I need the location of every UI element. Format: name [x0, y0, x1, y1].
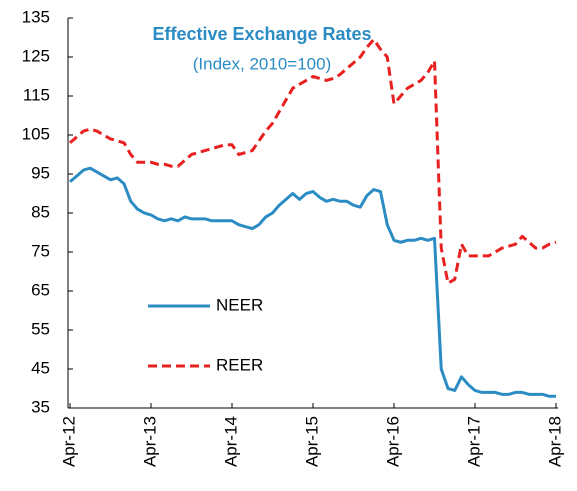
- y-tick-label: 115: [23, 85, 50, 104]
- x-tick-label: Apr-15: [302, 416, 321, 467]
- x-tick-label: Apr-12: [59, 416, 78, 467]
- legend-label: REER: [216, 355, 263, 374]
- y-tick-label: 105: [22, 124, 50, 143]
- x-tick-label: Apr-13: [140, 416, 159, 467]
- y-tick-label: 35: [31, 397, 50, 416]
- y-tick-label: 55: [31, 319, 50, 338]
- x-tick-label: Apr-18: [545, 416, 564, 467]
- legend-label: NEER: [216, 295, 263, 314]
- chart-subtitle: (Index, 2010=100): [193, 54, 331, 73]
- y-tick-label: 75: [31, 241, 50, 260]
- x-tick-label: Apr-17: [464, 416, 483, 467]
- y-tick-label: 45: [31, 358, 50, 377]
- data-line: [69, 166, 556, 398]
- y-tick-label: 95: [31, 163, 50, 182]
- y-tick-label: 125: [22, 46, 50, 65]
- data-line: [69, 37, 557, 285]
- x-tick-label: Apr-16: [383, 416, 402, 467]
- y-tick-label: 85: [31, 202, 50, 221]
- x-tick-label: Apr-14: [221, 416, 240, 467]
- y-tick-label: 65: [31, 280, 50, 299]
- y-tick-label: 135: [22, 7, 50, 26]
- chart-title: Effective Exchange Rates: [152, 24, 371, 44]
